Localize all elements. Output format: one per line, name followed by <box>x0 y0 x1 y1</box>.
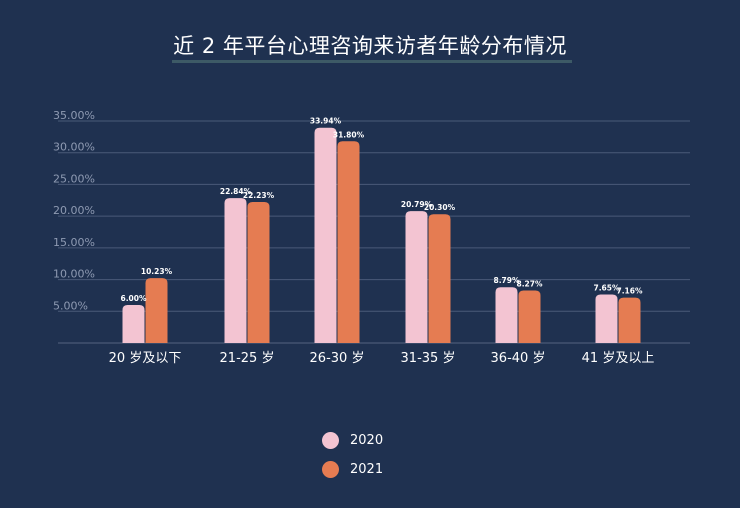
bar-2020-3 <box>405 211 428 343</box>
data-label-2020-1: 22.84% <box>220 187 252 196</box>
bar-2021-4 <box>518 290 541 343</box>
bar-2020-0 <box>122 304 145 343</box>
x-category-label: 26-30 岁 <box>310 351 365 366</box>
bar-2021-0 <box>145 278 168 343</box>
legend-item-2021[interactable]: 2021 <box>322 455 383 484</box>
data-label-2021-3: 20.30% <box>424 203 456 212</box>
bar-2020-4 <box>495 287 518 343</box>
x-category-label: 20 岁及以下 <box>109 351 182 366</box>
bar-2020-5 <box>595 294 618 343</box>
bar-2021-2 <box>337 141 360 343</box>
legend-item-2020[interactable]: 2020 <box>322 426 383 455</box>
data-label-2021-1: 22.23% <box>243 191 275 200</box>
x-category-label: 21-25 岁 <box>220 351 275 366</box>
legend-label-2021: 2021 <box>350 462 384 477</box>
data-label-2020-3: 20.79% <box>401 200 433 209</box>
y-tick-label: 15.00% <box>53 236 95 249</box>
data-label-2021-4: 8.27% <box>516 280 543 289</box>
bar-2020-1 <box>224 198 247 343</box>
bar-2021-5 <box>618 297 641 343</box>
data-labels: 6.00% 10.23% 22.84%22.23% 33.94% 31.80% 20.79… <box>120 117 643 303</box>
data-label-2020-5: 7.65% <box>593 283 620 292</box>
data-label-2020-2: 33.94% <box>310 117 342 126</box>
legend: 2020 2021 <box>322 426 383 484</box>
y-tick-label: 5.00% <box>53 299 88 312</box>
title-underline <box>172 60 572 63</box>
bar-2020-2 <box>314 127 337 344</box>
y-tick-label: 10.00% <box>53 268 95 281</box>
data-label-2020-4: 8.79% <box>493 276 520 285</box>
legend-swatch-2020 <box>322 432 339 449</box>
data-label-2021-5: 7.16% <box>616 287 643 296</box>
x-category-label: 31-35 岁 <box>401 351 456 366</box>
y-tick-label: 20.00% <box>53 204 95 217</box>
bar-2021-1 <box>247 201 270 343</box>
y-tick-label: 30.00% <box>53 141 95 154</box>
data-label-2021-0: 10.23% <box>141 267 173 276</box>
data-label-2021-2: 31.80% <box>333 130 365 139</box>
data-label-2020-0: 6.00% <box>120 294 147 303</box>
x-axis-categories: 20 岁及以下 21-25 岁 26-30 岁 31-35 岁 36-40 岁 41 岁及… <box>109 351 655 366</box>
legend-label-2020: 2020 <box>350 433 384 448</box>
x-category-label: 41 岁及以上 <box>582 351 655 366</box>
bar-2021-3 <box>428 214 451 343</box>
legend-swatch-2021 <box>322 461 339 478</box>
chart-title: 近 2 年平台心理咨询来访者年龄分布情况 <box>173 34 567 58</box>
y-axis-ticks: 5.00% 10.00% 15.00% 20.00% 25.00% 30.00% 35.00… <box>53 109 95 312</box>
y-tick-label: 25.00% <box>53 172 95 185</box>
x-category-label: 36-40 岁 <box>491 351 546 366</box>
y-tick-label: 35.00% <box>53 109 95 122</box>
bars <box>122 127 641 344</box>
